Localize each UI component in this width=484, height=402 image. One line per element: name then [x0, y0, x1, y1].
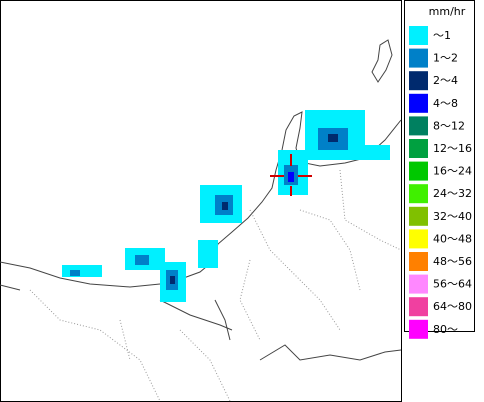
legend-label: 56～64 — [433, 278, 472, 291]
prefecture-borders — [29, 169, 402, 402]
legend-swatch — [409, 319, 428, 339]
legend-swatch — [409, 116, 428, 136]
legend-swatch — [409, 184, 428, 204]
legend-swatch — [409, 93, 428, 113]
legend-label: 24～32 — [433, 187, 472, 200]
legend-label: 40～48 — [433, 232, 472, 245]
legend-swatch — [409, 297, 428, 317]
legend-label: 32～40 — [433, 210, 472, 223]
legend-swatch — [409, 26, 428, 45]
rain-echoes — [62, 110, 390, 302]
legend-label: 1～2 — [433, 52, 458, 65]
legend-swatch — [409, 252, 428, 271]
legend-swatch — [409, 71, 428, 91]
legend-label: ～1 — [433, 29, 451, 42]
legend-label: 8～12 — [433, 119, 465, 132]
map — [0, 0, 402, 402]
legend-label: 2～4 — [433, 74, 458, 87]
legend-label: 12～16 — [433, 142, 472, 155]
legend-label: 48～56 — [433, 255, 472, 268]
legend-label: 4～8 — [433, 97, 458, 110]
legend-unit: mm/hr — [429, 5, 466, 18]
legend-swatch — [409, 161, 428, 181]
legend: mm/hr ～1 1～2 2～4 4～8 8～12 12～16 16～24 24～32 32～4… — [404, 0, 475, 339]
coastline-detail — [0, 39, 402, 361]
legend-swatch — [409, 48, 428, 68]
legend-swatch — [409, 274, 428, 294]
legend-swatch — [409, 139, 428, 158]
legend-label: 16～24 — [433, 165, 472, 178]
legend-label: 80～ — [433, 323, 458, 336]
location-marker — [270, 154, 312, 196]
legend-swatch — [409, 206, 428, 226]
coastline — [0, 111, 402, 288]
legend-label: 64～80 — [433, 300, 472, 313]
legend-swatch — [409, 229, 428, 249]
